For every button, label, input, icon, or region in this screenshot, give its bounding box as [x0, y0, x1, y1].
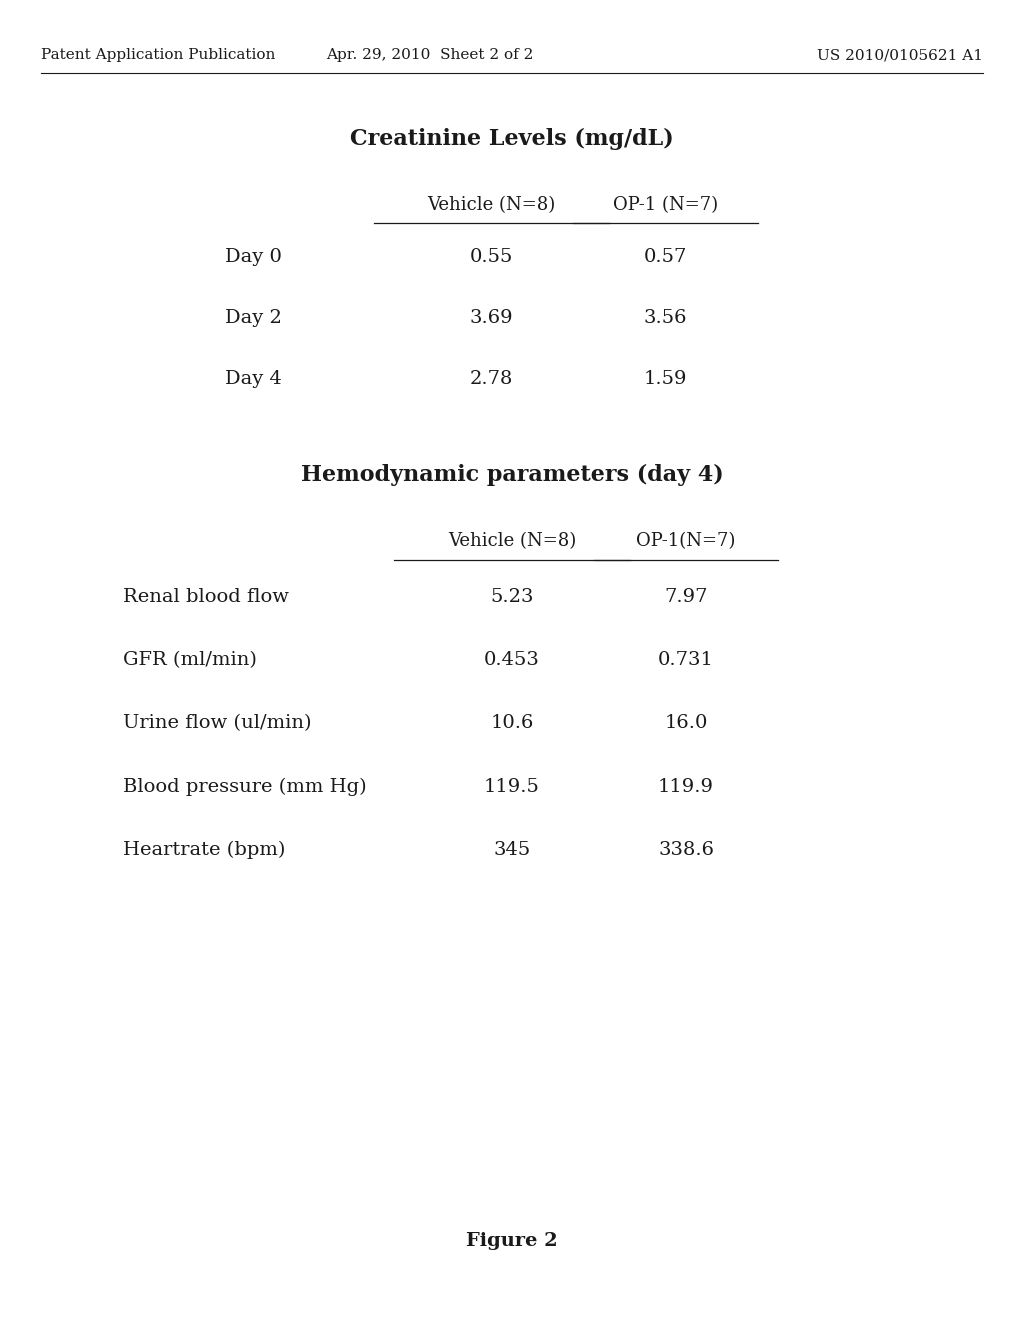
Text: Figure 2: Figure 2	[466, 1232, 558, 1250]
Text: Hemodynamic parameters (day 4): Hemodynamic parameters (day 4)	[301, 465, 723, 486]
Text: 0.55: 0.55	[470, 248, 513, 267]
Text: 119.9: 119.9	[658, 777, 714, 796]
Text: 7.97: 7.97	[665, 587, 708, 606]
Text: 3.56: 3.56	[644, 309, 687, 327]
Text: Creatinine Levels (mg/dL): Creatinine Levels (mg/dL)	[350, 128, 674, 149]
Text: 0.453: 0.453	[484, 651, 540, 669]
Text: 5.23: 5.23	[490, 587, 534, 606]
Text: Renal blood flow: Renal blood flow	[123, 587, 289, 606]
Text: OP-1(N=7): OP-1(N=7)	[636, 532, 736, 550]
Text: US 2010/0105621 A1: US 2010/0105621 A1	[817, 49, 983, 62]
Text: 345: 345	[494, 841, 530, 859]
Text: 338.6: 338.6	[658, 841, 714, 859]
Text: 3.69: 3.69	[470, 309, 513, 327]
Text: Vehicle (N=8): Vehicle (N=8)	[427, 195, 556, 214]
Text: 119.5: 119.5	[484, 777, 540, 796]
Text: 10.6: 10.6	[490, 714, 534, 733]
Text: 0.57: 0.57	[644, 248, 687, 267]
Text: Urine flow (ul/min): Urine flow (ul/min)	[123, 714, 311, 733]
Text: 2.78: 2.78	[470, 370, 513, 388]
Text: 16.0: 16.0	[665, 714, 708, 733]
Text: Apr. 29, 2010  Sheet 2 of 2: Apr. 29, 2010 Sheet 2 of 2	[327, 49, 534, 62]
Text: Vehicle (N=8): Vehicle (N=8)	[447, 532, 577, 550]
Text: GFR (ml/min): GFR (ml/min)	[123, 651, 257, 669]
Text: 1.59: 1.59	[644, 370, 687, 388]
Text: Heartrate (bpm): Heartrate (bpm)	[123, 841, 286, 859]
Text: 0.731: 0.731	[658, 651, 714, 669]
Text: Patent Application Publication: Patent Application Publication	[41, 49, 275, 62]
Text: OP-1 (N=7): OP-1 (N=7)	[613, 195, 718, 214]
Text: Day 0: Day 0	[225, 248, 283, 267]
Text: Blood pressure (mm Hg): Blood pressure (mm Hg)	[123, 777, 367, 796]
Text: Day 4: Day 4	[225, 370, 283, 388]
Text: Day 2: Day 2	[225, 309, 283, 327]
